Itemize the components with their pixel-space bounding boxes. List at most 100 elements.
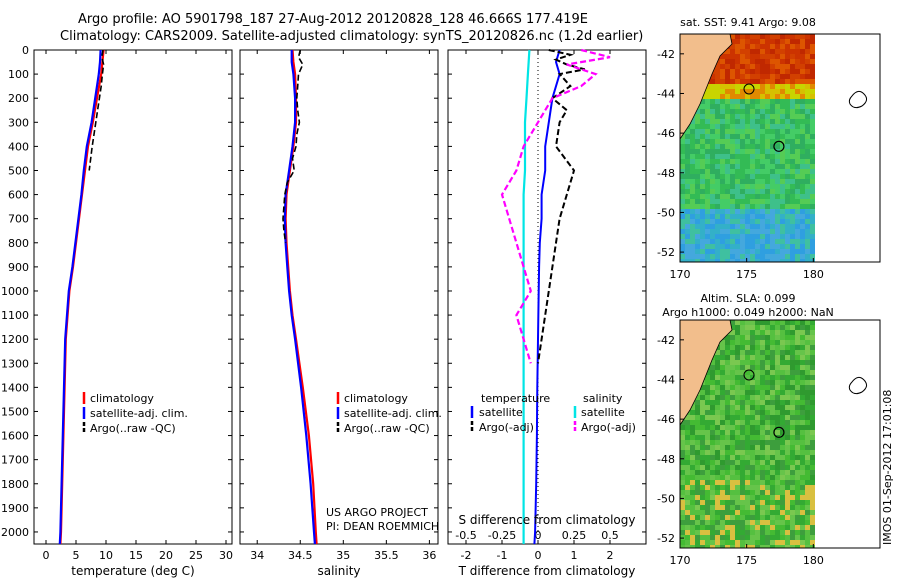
salinity-xlabel: salinity bbox=[317, 564, 360, 578]
map-lat-tick: -52 bbox=[657, 246, 675, 259]
sst-map-image bbox=[679, 33, 880, 262]
legend-s-argo: Argo(-adj) bbox=[581, 421, 636, 434]
legend-t-satellite: satellite bbox=[479, 406, 523, 419]
depth-tick-label: 1900 bbox=[1, 502, 29, 515]
sst-map: sat. SST: 9.41 Argo: 9.08 bbox=[679, 16, 881, 263]
map-lat-tick: -46 bbox=[657, 413, 675, 426]
legend-temperature-title: temperature bbox=[481, 392, 550, 405]
x-axes: 0 5 10 15 20 25 30 34 34.5 35 35.5 36 -2 -1 0 1 2 -0.5 -0.… bbox=[43, 50, 619, 562]
depth-tick-label: 1400 bbox=[1, 381, 29, 394]
series-line bbox=[58, 49, 102, 545]
x-tick-label: 30 bbox=[219, 549, 233, 562]
project-annotation-line1: US ARGO PROJECT bbox=[326, 506, 428, 519]
legend-argo: Argo(..raw -QC) bbox=[90, 422, 176, 435]
land-mass bbox=[679, 33, 733, 141]
series-line bbox=[59, 49, 105, 545]
temperature-panel-frame bbox=[33, 49, 233, 545]
timestamp-stamp: IMOS 01-Sep-2012 17:01:08 bbox=[881, 390, 894, 545]
temperature-legend: climatology satellite-adj. clim. Argo(..… bbox=[82, 392, 188, 435]
project-annotation-line2: PI: DEAN ROEMMICH bbox=[326, 520, 439, 533]
x-tick-label: 0 bbox=[43, 549, 50, 562]
series-line bbox=[88, 49, 105, 171]
profile-curves bbox=[58, 48, 611, 545]
x-tick-label: 34 bbox=[250, 549, 264, 562]
sla-map-subtitle: Argo h1000: 0.049 h2000: NaN bbox=[662, 306, 834, 319]
depth-tick-label: 800 bbox=[8, 237, 29, 250]
depth-tick-label: 1100 bbox=[1, 309, 29, 322]
x-tick-label: 25 bbox=[189, 549, 203, 562]
difference-top-xlabel: S difference from climatology bbox=[459, 513, 636, 527]
sla-map-image bbox=[679, 319, 880, 548]
land-mass bbox=[679, 319, 733, 427]
map-lat-tick: -48 bbox=[657, 167, 675, 180]
map-lon-tick: 170 bbox=[670, 268, 691, 281]
argo-float-marker bbox=[773, 426, 785, 438]
map-lon-tick: 170 bbox=[670, 554, 691, 567]
map-lon-tick: 175 bbox=[736, 268, 757, 281]
x-tick-label: -1 bbox=[497, 549, 508, 562]
series-line bbox=[533, 49, 561, 545]
figure-title-line2: Climatology: CARS2009. Satellite-adjuste… bbox=[60, 29, 644, 44]
map-lat-tick: -46 bbox=[657, 127, 675, 140]
depth-tick-label: 1000 bbox=[1, 285, 29, 298]
island-outline bbox=[848, 376, 868, 395]
map-lat-tick: -50 bbox=[657, 492, 675, 505]
map-lat-tick: -50 bbox=[657, 206, 675, 219]
x-tick-label: 34.5 bbox=[288, 549, 313, 562]
sst-map-title: sat. SST: 9.41 Argo: 9.08 bbox=[680, 16, 816, 29]
legend-satellite-adj: satellite-adj. clim. bbox=[344, 407, 442, 420]
depth-tick-label: 900 bbox=[8, 261, 29, 274]
x-tick-label: 1 bbox=[571, 549, 578, 562]
temperature-xlabel: temperature (deg C) bbox=[71, 564, 194, 578]
depth-tick-label: 1300 bbox=[1, 357, 29, 370]
series-line bbox=[537, 49, 586, 364]
s-tick-label: 0 bbox=[535, 529, 542, 542]
x-tick-label: 20 bbox=[159, 549, 173, 562]
x-tick-label: 10 bbox=[99, 549, 113, 562]
legend-climatology: climatology bbox=[344, 392, 408, 405]
depth-tick-label: 700 bbox=[8, 213, 29, 226]
x-tick-label: -2 bbox=[461, 549, 472, 562]
x-tick-label: 2 bbox=[607, 549, 614, 562]
difference-xlabel: T difference from climatology bbox=[458, 564, 636, 578]
depth-tick-label: 300 bbox=[8, 116, 29, 129]
s-tick-label: 0.5 bbox=[601, 529, 619, 542]
sla-map-title: Altim. SLA: 0.099 bbox=[700, 292, 795, 305]
series-line bbox=[522, 49, 531, 544]
island-outline bbox=[848, 90, 868, 109]
x-tick-label: 35 bbox=[336, 549, 350, 562]
s-tick-label: -0.25 bbox=[488, 529, 516, 542]
legend-salinity-title: salinity bbox=[583, 392, 623, 405]
series-line bbox=[282, 49, 304, 243]
depth-tick-label: 2000 bbox=[1, 526, 29, 539]
sla-map: Altim. SLA: 0.099 Argo h1000: 0.049 h200… bbox=[662, 292, 881, 549]
argo-float-marker bbox=[773, 140, 785, 152]
legend-t-argo: Argo(-adj) bbox=[479, 421, 534, 434]
legend-climatology: climatology bbox=[90, 392, 154, 405]
map-lat-tick: -44 bbox=[657, 373, 675, 386]
depth-tick-label: 400 bbox=[8, 140, 29, 153]
depth-tick-label: 0 bbox=[22, 44, 29, 57]
s-tick-label: 0.25 bbox=[562, 529, 587, 542]
depth-tick-label: 600 bbox=[8, 189, 29, 202]
difference-panel-frame bbox=[447, 49, 647, 545]
series-line bbox=[500, 48, 611, 364]
depth-tick-label: 1700 bbox=[1, 454, 29, 467]
map-lat-tick: -42 bbox=[657, 334, 675, 347]
figure-title-line1: Argo profile: AO 5901798_187 27-Aug-2012… bbox=[78, 12, 588, 27]
depth-tick-label: 200 bbox=[8, 92, 29, 105]
x-tick-label: 15 bbox=[129, 549, 143, 562]
s-tick-label: -0.5 bbox=[455, 529, 476, 542]
salinity-legend: climatology satellite-adj. clim. Argo(..… bbox=[336, 392, 442, 435]
map-lon-tick: 180 bbox=[803, 554, 824, 567]
x-tick-label: 0 bbox=[535, 549, 542, 562]
map-lat-tick: -44 bbox=[657, 87, 675, 100]
difference-legend: temperature salinity satellite Argo(-adj… bbox=[470, 392, 636, 434]
map-lon-tick: 180 bbox=[803, 268, 824, 281]
depth-tick-label: 500 bbox=[8, 164, 29, 177]
depth-tick-label: 1500 bbox=[1, 405, 29, 418]
depth-tick-label: 1200 bbox=[1, 333, 29, 346]
depth-tick-label: 100 bbox=[8, 68, 29, 81]
legend-satellite-adj: satellite-adj. clim. bbox=[90, 407, 188, 420]
